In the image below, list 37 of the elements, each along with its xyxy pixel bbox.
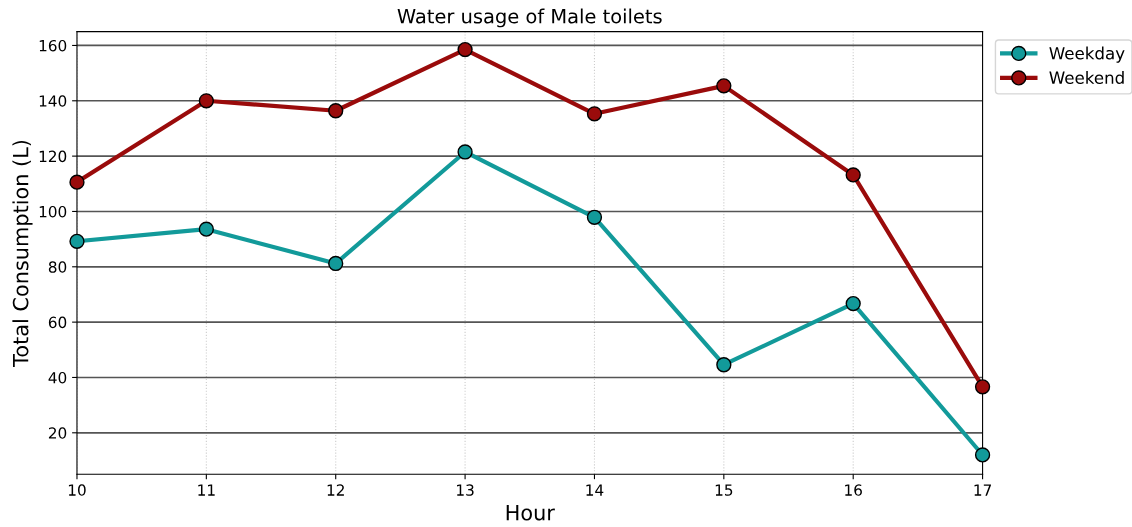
point bbox=[845, 167, 861, 183]
point bbox=[457, 41, 473, 58]
x-tick-label: 17 bbox=[974, 484, 991, 496]
x-tick-label: 12 bbox=[327, 484, 344, 496]
x-tick-label: 10 bbox=[68, 484, 86, 496]
point bbox=[586, 209, 603, 225]
point bbox=[328, 103, 344, 119]
point bbox=[845, 295, 861, 312]
point bbox=[198, 93, 214, 109]
y-tick-label: 120 bbox=[39, 150, 67, 163]
legend-label: Weekend bbox=[1049, 71, 1124, 84]
chart-title: Water usage of Male toilets bbox=[397, 8, 662, 28]
point bbox=[974, 379, 991, 395]
point bbox=[586, 106, 603, 122]
x-tick-label: 11 bbox=[198, 484, 215, 496]
y-tick-label: 160 bbox=[39, 39, 67, 52]
point bbox=[716, 357, 732, 373]
point bbox=[69, 174, 85, 190]
point bbox=[457, 144, 473, 160]
legend-label: Weekday bbox=[1049, 46, 1125, 63]
y-axis-title: Total Consumption (L) bbox=[12, 140, 33, 367]
x-tick-label: 14 bbox=[586, 484, 604, 496]
point bbox=[198, 221, 214, 237]
y-tick-label: 60 bbox=[48, 316, 67, 329]
x-tick-label: 16 bbox=[845, 484, 862, 496]
point bbox=[974, 447, 991, 463]
y-tick-label: 80 bbox=[48, 261, 67, 273]
y-tick-label: 40 bbox=[48, 371, 67, 384]
x-axis-title: Hour bbox=[506, 505, 555, 521]
y-tick-label: 140 bbox=[39, 95, 67, 107]
point bbox=[328, 255, 344, 272]
y-tick-label: 100 bbox=[39, 205, 67, 218]
x-tick-label: 15 bbox=[715, 484, 733, 496]
x-tick-label: 13 bbox=[457, 484, 474, 496]
y-tick-label: 20 bbox=[48, 427, 67, 439]
point bbox=[716, 78, 732, 94]
point bbox=[69, 233, 85, 249]
